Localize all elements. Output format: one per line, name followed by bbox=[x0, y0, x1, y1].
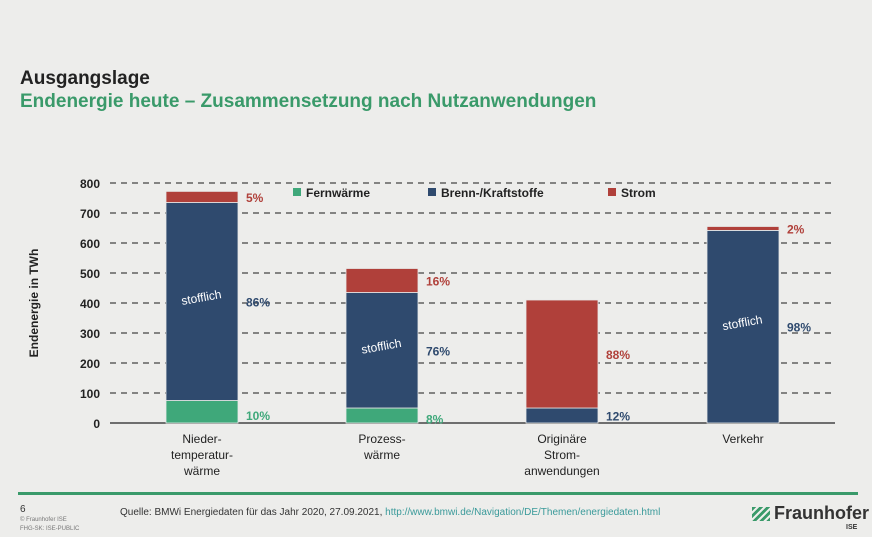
footer-divider bbox=[18, 492, 858, 495]
slide-subtitle: Endenergie heute – Zusammensetzung nach … bbox=[20, 91, 597, 112]
data-label: 5% bbox=[246, 191, 264, 205]
classification: FHG-SK: ISE-PUBLIC bbox=[20, 526, 80, 532]
legend-swatch bbox=[608, 188, 616, 196]
y-tick-label: 400 bbox=[80, 297, 100, 311]
data-label: 8% bbox=[426, 413, 444, 427]
page-number: 6 bbox=[20, 504, 26, 515]
source-note: Quelle: BMWi Energiedaten für das Jahr 2… bbox=[120, 507, 660, 518]
bar-segment bbox=[525, 299, 599, 409]
bar-segment bbox=[345, 268, 419, 293]
bar-annotation: stofflich bbox=[721, 312, 763, 333]
y-tick-label: 100 bbox=[80, 387, 100, 401]
y-tick-label: 800 bbox=[80, 177, 100, 191]
x-tick-label: anwendungen bbox=[524, 464, 599, 478]
logo-text: Fraunhofer bbox=[774, 503, 870, 523]
y-tick-label: 300 bbox=[80, 327, 100, 341]
data-label: 16% bbox=[426, 275, 450, 289]
source-link[interactable]: http://www.bmwi.de/Navigation/DE/Themen/… bbox=[385, 507, 661, 518]
data-label: 12% bbox=[606, 410, 630, 424]
copyright: © Fraunhofer ISE bbox=[20, 517, 67, 523]
bar-segment bbox=[165, 190, 239, 203]
data-label: 2% bbox=[787, 222, 805, 236]
fraunhofer-logo: Fraunhofer bbox=[752, 503, 869, 524]
x-tick-label: wärme bbox=[183, 464, 220, 478]
y-tick-label: 200 bbox=[80, 357, 100, 371]
x-tick-label: Originäre bbox=[537, 432, 587, 446]
x-tick-label: Nieder- bbox=[182, 432, 221, 446]
x-tick-label: temperatur- bbox=[171, 448, 233, 462]
data-label: 98% bbox=[787, 321, 811, 335]
y-tick-label: 0 bbox=[93, 417, 100, 431]
y-tick-label: 500 bbox=[80, 267, 100, 281]
bar-segment bbox=[165, 400, 239, 424]
bar-annotation: stofflich bbox=[360, 336, 402, 357]
legend-label: Fernwärme bbox=[306, 186, 370, 200]
legend-swatch bbox=[293, 188, 301, 196]
source-text: Quelle: BMWi Energiedaten für das Jahr 2… bbox=[120, 507, 386, 518]
slide-title: Ausgangslage bbox=[20, 68, 150, 89]
x-tick-label: Strom- bbox=[544, 448, 580, 462]
logo-stripes-icon bbox=[752, 506, 770, 521]
y-tick-label: 700 bbox=[80, 207, 100, 221]
logo-sub: ISE bbox=[846, 524, 858, 531]
bar-segment bbox=[345, 292, 419, 409]
legend-label: Strom bbox=[621, 186, 656, 200]
data-label: 88% bbox=[606, 348, 630, 362]
legend-swatch bbox=[428, 188, 436, 196]
bar-segment bbox=[345, 407, 419, 424]
data-label: 76% bbox=[426, 344, 450, 358]
data-label: 86% bbox=[246, 296, 270, 310]
data-label: 10% bbox=[246, 409, 270, 423]
bar-annotation: stofflich bbox=[180, 287, 222, 308]
legend-label: Brenn-/Kraftstoffe bbox=[441, 186, 544, 200]
stacked-bar-chart: 0 100 200 300 400 500 600 700 800 Endenergie in T… bbox=[27, 177, 835, 478]
y-axis-label: Endenergie in TWh bbox=[27, 249, 41, 358]
x-tick-label: Verkehr bbox=[722, 432, 763, 446]
x-tick-label: wärme bbox=[363, 448, 400, 462]
bar-segment bbox=[165, 202, 239, 401]
x-tick-label: Prozess- bbox=[358, 432, 405, 446]
y-tick-label: 600 bbox=[80, 237, 100, 251]
bar-segment bbox=[706, 229, 780, 424]
bar-segment bbox=[525, 407, 599, 424]
bar-segment bbox=[706, 226, 780, 231]
